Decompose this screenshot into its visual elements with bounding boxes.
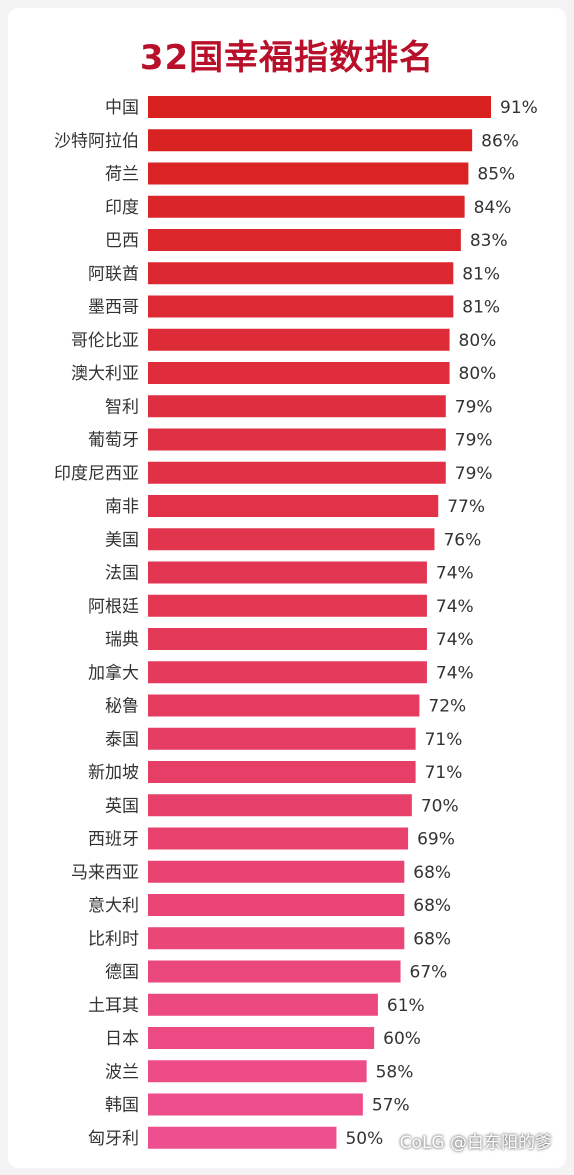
data-label: 67% (410, 963, 448, 983)
bar (148, 794, 412, 817)
bar (148, 195, 465, 218)
category-label: 匈牙利 (88, 1129, 139, 1149)
category-label: 美国 (105, 530, 139, 550)
data-label: 74% (436, 564, 474, 584)
category-label: 韩国 (105, 1096, 139, 1116)
data-label: 81% (462, 298, 500, 318)
bar (148, 827, 409, 850)
category-label: 土耳其 (88, 996, 139, 1016)
data-label: 79% (455, 464, 493, 484)
bar (148, 428, 446, 451)
bar (148, 295, 454, 318)
category-label: 秘鲁 (105, 697, 139, 717)
category-label: 阿联酋 (88, 264, 139, 284)
data-label: 86% (481, 131, 519, 151)
data-label: 58% (376, 1062, 414, 1082)
category-label: 日本 (105, 1029, 139, 1049)
bar (148, 1060, 367, 1083)
category-label: 比利时 (88, 929, 139, 949)
data-label: 61% (387, 996, 425, 1016)
bar (148, 894, 405, 916)
category-label: 哥伦比亚 (71, 331, 139, 351)
category-label: 德国 (105, 963, 139, 983)
bar (148, 362, 450, 384)
bar (148, 395, 446, 418)
bar (148, 860, 405, 883)
data-label: 71% (425, 763, 463, 783)
category-label: 马来西亚 (71, 863, 139, 883)
bar (148, 96, 491, 118)
bar (148, 694, 420, 717)
data-label: 91% (500, 98, 538, 118)
category-label: 泰国 (105, 730, 139, 750)
data-label: 50% (345, 1129, 383, 1149)
category-label: 沙特阿拉伯 (54, 131, 139, 151)
data-label: 84% (474, 198, 512, 218)
category-label: 荷兰 (105, 165, 139, 185)
chart-title: 32国幸福指数排名 (139, 38, 435, 78)
bar (148, 162, 469, 185)
data-label: 83% (470, 231, 508, 251)
category-label: 英国 (105, 796, 139, 816)
bar (148, 661, 427, 684)
data-label: 69% (417, 830, 455, 850)
bar (148, 628, 427, 650)
category-label: 瑞典 (105, 630, 139, 650)
data-label: 68% (413, 929, 451, 949)
category-label: 中国 (105, 98, 139, 118)
bar (148, 1093, 363, 1116)
data-label: 85% (477, 165, 515, 185)
data-label: 70% (421, 796, 459, 816)
bar (148, 927, 405, 950)
bar (148, 960, 401, 983)
bar (148, 761, 416, 783)
category-label: 法国 (105, 564, 139, 584)
data-label: 68% (413, 863, 451, 883)
bar (148, 594, 427, 617)
data-label: 80% (459, 331, 497, 351)
data-label: 57% (372, 1096, 410, 1116)
category-label: 加拿大 (88, 662, 139, 683)
data-label: 68% (413, 896, 451, 916)
bar (148, 129, 473, 152)
category-label: 澳大利亚 (71, 364, 139, 384)
category-label: 印度 (105, 198, 139, 218)
bar (148, 461, 446, 484)
bar (148, 229, 461, 251)
category-label: 印度尼西亚 (54, 464, 139, 484)
data-label: 74% (436, 630, 474, 650)
data-label: 77% (447, 497, 485, 517)
data-label: 71% (425, 730, 463, 750)
category-label: 波兰 (105, 1062, 139, 1082)
bar (148, 328, 450, 351)
bar (148, 495, 439, 517)
data-label: 81% (462, 264, 500, 284)
data-label: 80% (459, 364, 497, 384)
bar (148, 262, 454, 285)
bar (148, 561, 427, 584)
category-label: 意大利 (88, 896, 139, 916)
data-label: 60% (383, 1029, 421, 1049)
data-label: 79% (455, 397, 493, 417)
category-label: 智利 (105, 397, 139, 417)
data-label: 74% (436, 597, 474, 617)
data-label: 76% (443, 530, 481, 550)
bar (148, 1027, 375, 1049)
category-label: 葡萄牙 (88, 431, 139, 451)
bar (148, 993, 378, 1016)
category-label: 阿根廷 (88, 597, 139, 617)
category-label: 巴西 (105, 231, 139, 251)
data-label: 79% (455, 431, 493, 451)
category-label: 南非 (105, 497, 139, 517)
bar (148, 727, 416, 750)
category-label: 西班牙 (88, 830, 139, 850)
category-label: 墨西哥 (88, 298, 139, 318)
watermark: CoLG @白东阳的爹 (399, 1133, 552, 1153)
data-label: 74% (436, 663, 474, 683)
bar (148, 1126, 337, 1149)
category-label: 新加坡 (88, 763, 139, 783)
data-label: 72% (428, 697, 466, 717)
bar (148, 528, 435, 551)
